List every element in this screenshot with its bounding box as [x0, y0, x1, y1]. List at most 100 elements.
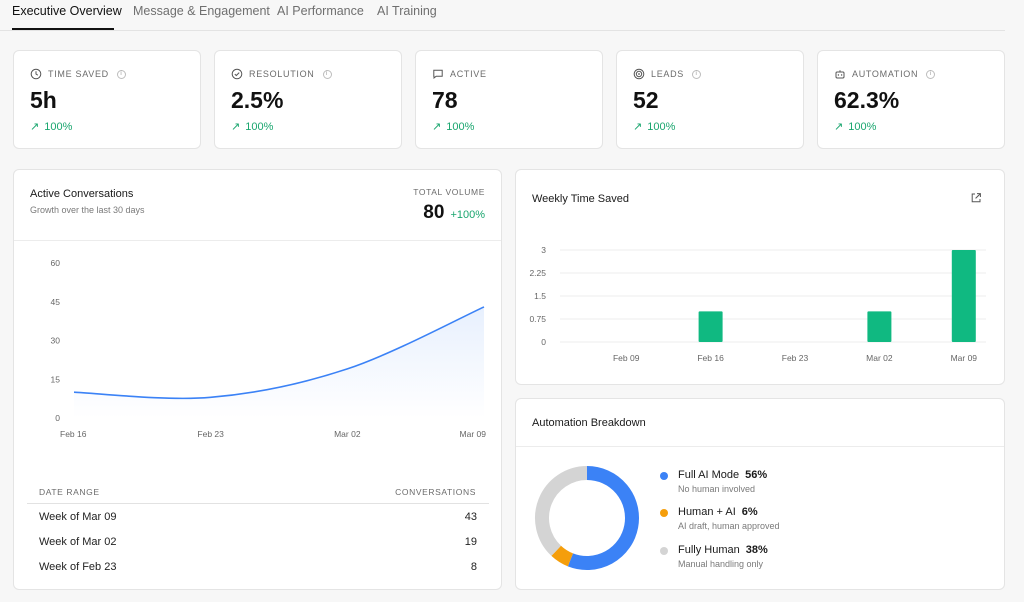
y-tick-label: 2.25 — [529, 268, 546, 278]
legend-swatch — [660, 547, 668, 555]
legend-name-text: Human + AI — [678, 506, 736, 518]
legend-description: AI draft, human approved — [678, 521, 780, 531]
tab-executive-overview[interactable]: Executive Overview — [12, 4, 122, 18]
kpi-card-time-saved: TIME SAVED i 5h ↗ 100% — [13, 50, 201, 149]
y-tick-label: 30 — [51, 336, 61, 346]
kpi-card-automation: AUTOMATION i 62.3% ↗ 100% — [817, 50, 1005, 149]
tab-ai-training[interactable]: AI Training — [377, 4, 437, 18]
automation-donut-chart — [535, 466, 639, 570]
kpi-change: ↗ 100% — [30, 120, 73, 134]
bar — [951, 250, 976, 342]
kpi-label-text: RESOLUTION — [249, 69, 315, 79]
total-volume: 80 +100% — [423, 202, 485, 224]
weekly-time-saved-bar-chart: 0 0.75 1.5 2.25 3 Feb 09 Feb 16 Feb 23 Mar 02 Mar… — [529, 245, 986, 363]
date-range-cell: Week of Mar 09 — [39, 511, 117, 523]
kpi-value: 78 — [432, 87, 458, 113]
legend-name-text: Fully Human — [678, 544, 740, 556]
legend-label: Full AI Mode 56% — [678, 469, 767, 481]
kpi-change-value: 100% — [647, 120, 676, 133]
check-circle-icon — [231, 68, 243, 80]
x-tick-label: Mar 02 — [866, 353, 893, 363]
kpi-change-value: 100% — [245, 120, 274, 133]
info-icon[interactable]: i — [926, 69, 936, 79]
legend-percent: 6% — [741, 506, 758, 518]
card-title: Automation Breakdown — [532, 417, 646, 429]
y-tick-label: 0 — [541, 337, 546, 347]
kpi-value: 52 — [633, 87, 659, 113]
kpi-label-text: ACTIVE — [450, 69, 487, 79]
tab-message-engagement[interactable]: Message & Engagement — [133, 4, 270, 18]
robot-icon — [835, 70, 845, 79]
x-tick-label: Mar 09 — [951, 353, 978, 363]
x-tick-label: Feb 16 — [697, 353, 724, 363]
series-line — [73, 306, 485, 400]
info-icon[interactable]: i — [322, 69, 332, 79]
conversations-cell: 8 — [470, 561, 477, 573]
card-subtitle: Growth over the last 30 days — [30, 205, 145, 215]
y-tick-label: 45 — [51, 297, 61, 307]
donut-slice — [535, 466, 588, 556]
legend-swatch — [660, 472, 668, 480]
kpi-label-leads: LEADS i — [633, 68, 702, 80]
kpi-change: ↗ 100% — [834, 120, 876, 134]
conversations-line-chart: 0 15 30 45 60 Feb 16 Feb 23 Mar 02 Mar 09 — [51, 258, 487, 439]
table-header-date-range: DATE RANGE — [39, 487, 100, 497]
y-tick-label: 3 — [541, 245, 546, 255]
table-row: Week of Mar 09 43 — [27, 505, 489, 530]
card-title: Weekly Time Saved — [532, 193, 630, 205]
kpi-value: 5h — [30, 87, 57, 113]
date-range-cell: Week of Feb 23 — [39, 561, 117, 573]
kpi-label-resolution: RESOLUTION i — [231, 68, 332, 80]
legend-swatch — [660, 509, 668, 517]
card-title: Active Conversations — [30, 188, 134, 200]
legend-name-text: Full AI Mode — [678, 469, 740, 481]
kpi-change: ↗ 100% — [432, 120, 475, 134]
y-tick-label: 0.75 — [529, 314, 546, 324]
divider — [14, 240, 501, 241]
y-tick-label: 60 — [51, 258, 61, 268]
clock-icon — [30, 68, 42, 80]
area-fill — [74, 306, 484, 418]
x-tick-label: Mar 02 — [334, 429, 361, 439]
legend-percent: 56% — [745, 469, 768, 481]
tab-bar: Executive Overview Message & Engagement … — [0, 0, 1005, 31]
x-tick-label: Feb 23 — [197, 429, 224, 439]
kpi-value: 62.3% — [834, 87, 900, 113]
trend-up-icon: ↗ — [633, 121, 643, 133]
y-tick-label: 1.5 — [534, 291, 546, 301]
donut-slice — [567, 466, 639, 570]
trend-up-icon: ↗ — [231, 121, 241, 133]
trend-up-icon: ↗ — [432, 121, 442, 133]
legend-description: Manual handling only — [678, 559, 764, 569]
kpi-label-time-saved: TIME SAVED i — [30, 68, 126, 80]
table-row: Week of Mar 02 19 — [27, 530, 489, 555]
automation-breakdown-card: Automation Breakdown Full AI Mode 56% No … — [515, 398, 1005, 590]
legend-description: No human involved — [678, 484, 756, 494]
legend-label: Fully Human 38% — [678, 544, 768, 556]
active-tab-indicator — [12, 28, 114, 30]
donut-slice — [551, 545, 574, 567]
kpi-label-active: ACTIVE — [432, 68, 487, 80]
external-link-icon[interactable] — [970, 192, 982, 204]
table-header-divider — [27, 503, 489, 504]
kpi-card-resolution: RESOLUTION i 2.5% ↗ 100% — [214, 50, 402, 149]
kpi-value: 2.5% — [231, 87, 284, 113]
conversations-cell: 19 — [464, 536, 477, 548]
kpi-label-text: AUTOMATION — [852, 69, 919, 79]
message-icon — [433, 69, 443, 80]
y-tick-label: 15 — [51, 374, 61, 384]
weekly-time-saved-card: Weekly Time Saved 0 0.75 1.5 2.25 3 Feb 09 Feb… — [515, 169, 1005, 385]
legend-label: Human + AI 6% — [678, 506, 758, 518]
conversations-cell: 43 — [464, 511, 477, 523]
trend-up-icon: ↗ — [30, 121, 40, 133]
kpi-label-text: LEADS — [651, 69, 685, 79]
legend-percent: 38% — [745, 544, 768, 556]
divider — [516, 446, 1004, 447]
info-icon[interactable]: i — [692, 69, 702, 79]
kpi-change-value: 100% — [446, 120, 475, 133]
kpi-change-value: 100% — [44, 120, 73, 133]
trend-up-icon: ↗ — [834, 121, 844, 133]
tab-ai-performance[interactable]: AI Performance — [277, 4, 364, 18]
total-volume-delta: +100% — [450, 209, 485, 221]
info-icon[interactable]: i — [116, 69, 126, 79]
